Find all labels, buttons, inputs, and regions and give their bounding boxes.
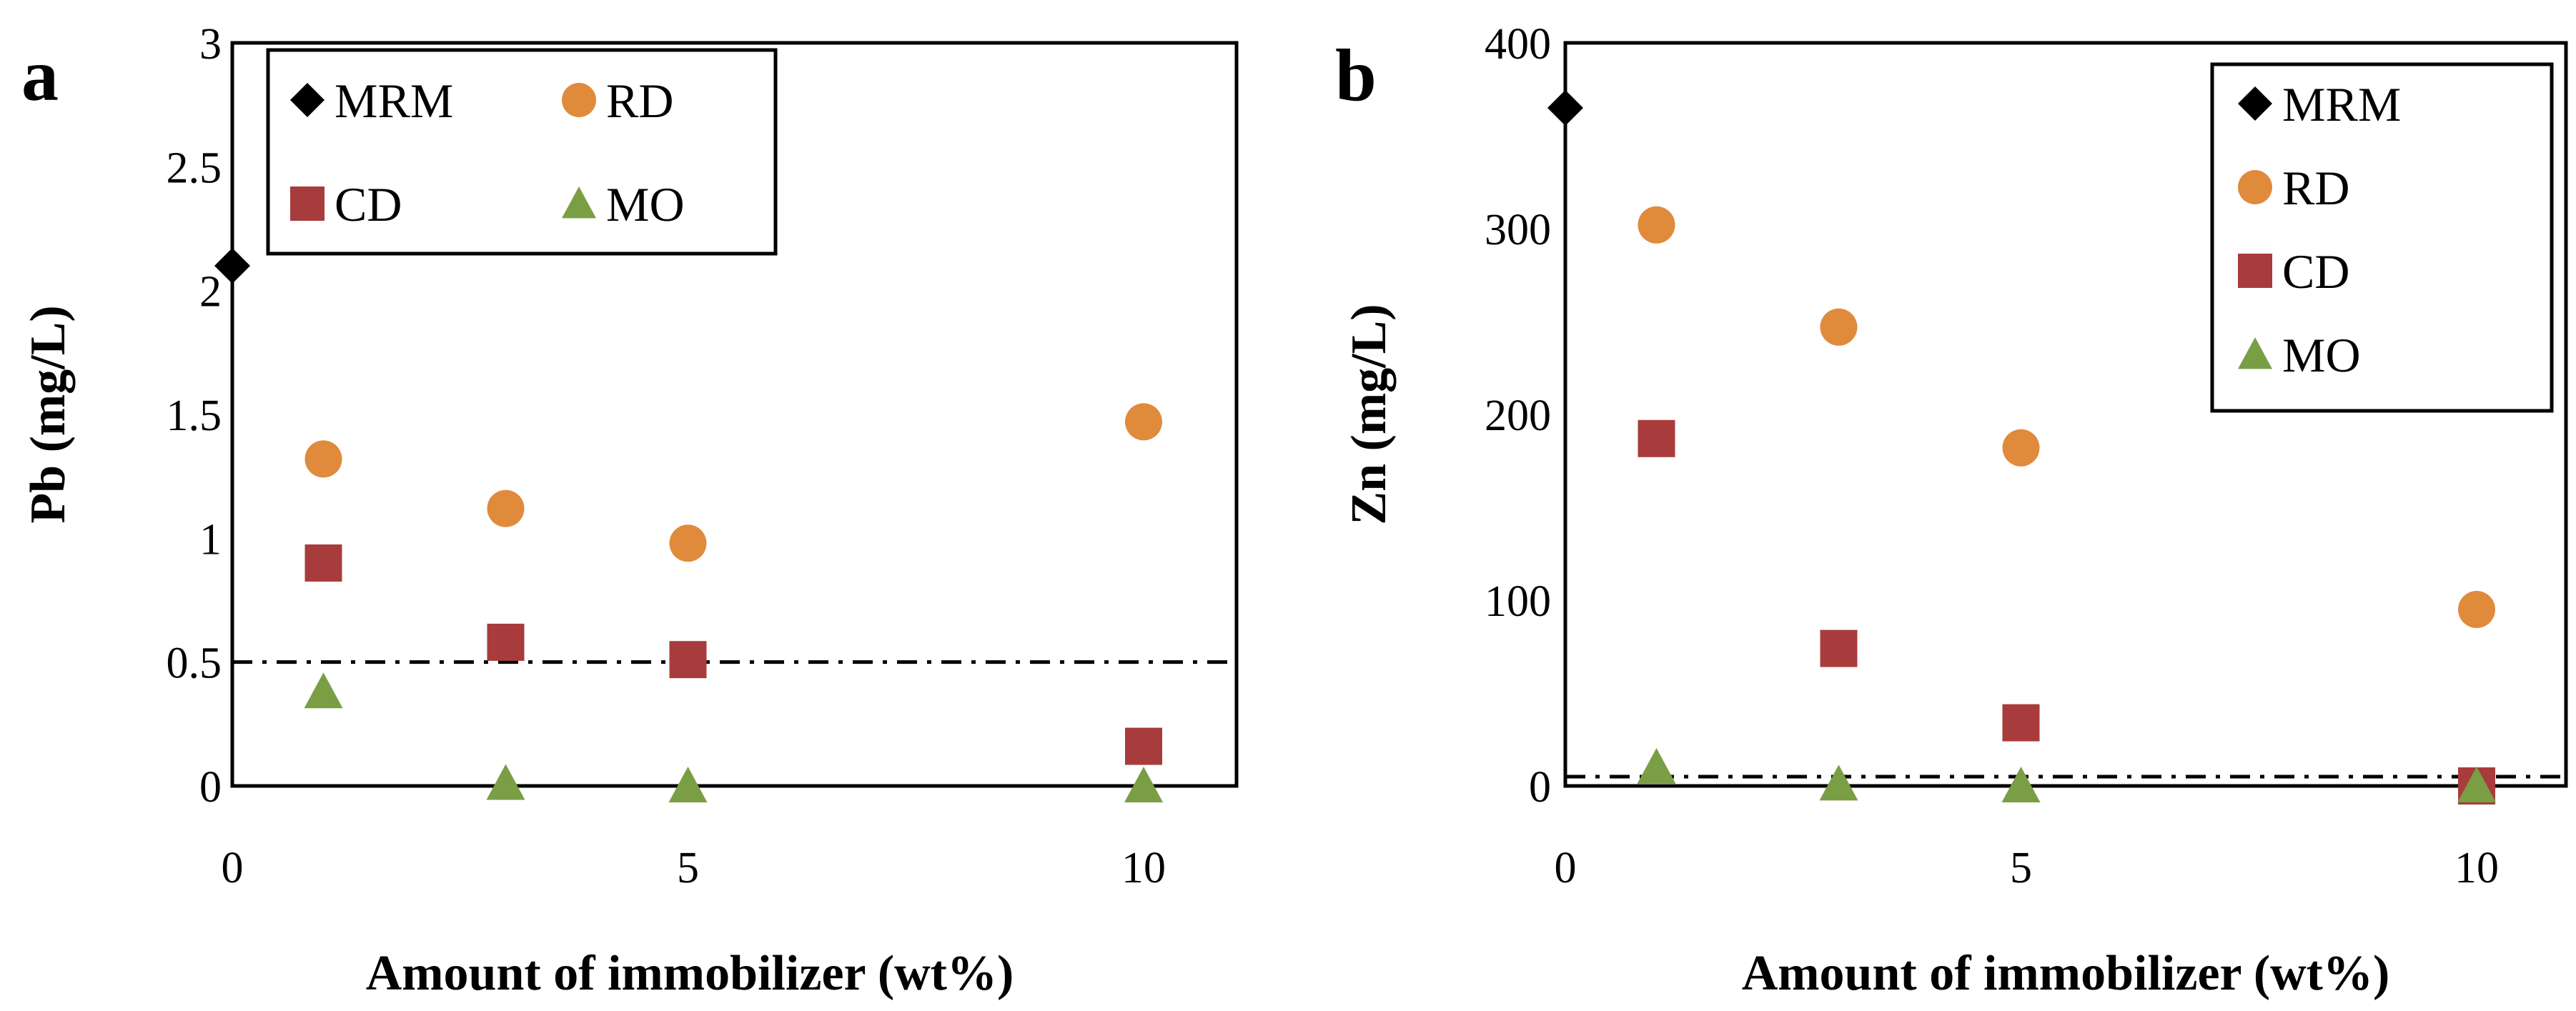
legend-marker-mrm [290, 83, 325, 117]
mo-point [1124, 767, 1163, 802]
mo-point [486, 764, 525, 800]
y-tick-label: 200 [1485, 392, 1551, 440]
rd-point [304, 440, 342, 478]
panel-a-legend: MRM RD CD MO [266, 48, 778, 256]
y-tick-label: 0 [199, 763, 222, 812]
y-tick-label: 1.5 [167, 392, 222, 440]
x-tick-label: 0 [222, 844, 244, 892]
cd-point [487, 623, 525, 661]
mo-point [1819, 765, 1858, 801]
panel-b-x-ticks: 0 5 10 [1555, 844, 2500, 892]
rd-point [1125, 403, 1162, 441]
y-tick-label: 100 [1485, 577, 1551, 626]
x-tick-label: 10 [2454, 844, 2499, 892]
cd-point [1820, 629, 1858, 667]
legend-marker-cd [290, 186, 325, 221]
mo-point [668, 767, 708, 802]
legend-marker-mo [2238, 337, 2272, 369]
panel-b-legend: MRM RD CD MO [2210, 62, 2554, 413]
legend-label-mo: MO [2282, 328, 2361, 382]
panel-a-x-axis-title: Amount of immobilizer (wt%) [366, 946, 1014, 1001]
panel-a-letter: a [21, 34, 59, 116]
cd-point [669, 641, 707, 679]
cd-point [304, 544, 342, 582]
panel-a-data-marks [214, 248, 1163, 802]
mo-point [2001, 767, 2041, 802]
legend-label-mrm: MRM [335, 74, 453, 128]
panel-a-x-ticks: 0 5 10 [222, 844, 1166, 892]
legend-label-rd: RD [606, 74, 673, 128]
mrm-point [214, 248, 250, 284]
y-tick-label: 0.5 [167, 639, 222, 688]
cd-point [1125, 727, 1162, 765]
rd-point [1638, 206, 1675, 244]
rd-point [487, 489, 525, 527]
y-tick-label: 2 [199, 268, 222, 317]
panel-b-plot-frame [1563, 41, 2568, 788]
x-tick-label: 5 [2010, 844, 2032, 892]
panel-a-legend-box [266, 48, 778, 256]
panel-a-y-axis-title: Pb (mg/L) [21, 305, 76, 523]
panel-b-y-axis-title: Zn (mg/L) [1342, 304, 1397, 524]
panel-b-y-ticks: 0 100 200 300 400 [1485, 20, 1551, 812]
rd-point [669, 524, 707, 562]
legend-label-cd: CD [2282, 244, 2349, 299]
legend-marker-rd [562, 83, 596, 117]
y-tick-label: 2.5 [167, 144, 222, 192]
panel-a: a 0 0.5 1 1.5 2 2.5 3 0 5 10 Pb (mg/L) Amount of… [21, 20, 1239, 1001]
y-tick-label: 0 [1529, 763, 1551, 812]
legend-label-mrm: MRM [2282, 77, 2401, 131]
y-tick-label: 1 [199, 515, 222, 564]
rd-point [1820, 308, 1858, 346]
cd-point [1638, 419, 1675, 457]
panel-b-legend-items: MRM RD CD MO [2238, 77, 2401, 382]
mo-point [304, 672, 343, 709]
panel-b-letter: b [1335, 34, 1377, 116]
y-tick-label: 400 [1485, 20, 1551, 69]
panel-a-plot-frame [230, 41, 1239, 788]
rd-point [2458, 591, 2495, 628]
legend-marker-mo [562, 186, 596, 219]
cd-point [2002, 704, 2040, 742]
legend-marker-rd [2238, 170, 2272, 204]
x-tick-label: 0 [1555, 844, 1577, 892]
legend-label-mo: MO [606, 177, 685, 231]
y-tick-label: 300 [1485, 206, 1551, 254]
mo-point [2457, 767, 2496, 802]
legend-label-rd: RD [2282, 161, 2349, 215]
panel-b-legend-box [2210, 62, 2554, 413]
mo-point [1637, 748, 1676, 784]
panel-b-data-marks [1547, 90, 2496, 805]
panel-a-y-ticks: 0 0.5 1 1.5 2 2.5 3 [167, 20, 222, 812]
panel-a-legend-items: MRM RD CD MO [290, 74, 685, 231]
y-tick-label: 3 [199, 20, 222, 69]
x-tick-label: 5 [677, 844, 699, 892]
mrm-point [1547, 90, 1583, 126]
legend-marker-mrm [2238, 86, 2272, 121]
legend-label-cd: CD [335, 177, 402, 231]
panel-b: b 0 100 200 300 400 0 5 10 Zn (mg/L) Amount of… [1335, 20, 2568, 1001]
rd-point [2002, 429, 2040, 467]
x-tick-label: 10 [1121, 844, 1166, 892]
legend-marker-cd [2238, 254, 2272, 288]
panel-b-x-axis-title: Amount of immobilizer (wt%) [1742, 946, 2390, 1001]
